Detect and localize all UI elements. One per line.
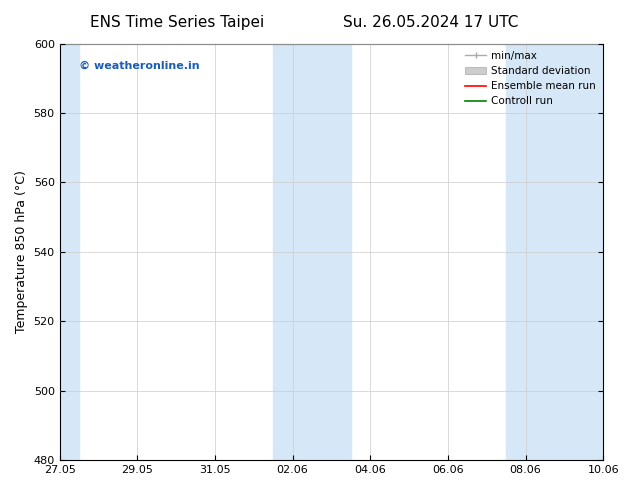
Bar <box>60 44 79 460</box>
Bar <box>506 44 603 460</box>
Text: Su. 26.05.2024 17 UTC: Su. 26.05.2024 17 UTC <box>344 15 519 30</box>
Bar <box>273 44 351 460</box>
Legend: min/max, Standard deviation, Ensemble mean run, Controll run: min/max, Standard deviation, Ensemble me… <box>461 47 600 111</box>
Text: © weatheronline.in: © weatheronline.in <box>79 61 200 71</box>
Y-axis label: Temperature 850 hPa (°C): Temperature 850 hPa (°C) <box>15 171 28 333</box>
Text: ENS Time Series Taipei: ENS Time Series Taipei <box>91 15 264 30</box>
